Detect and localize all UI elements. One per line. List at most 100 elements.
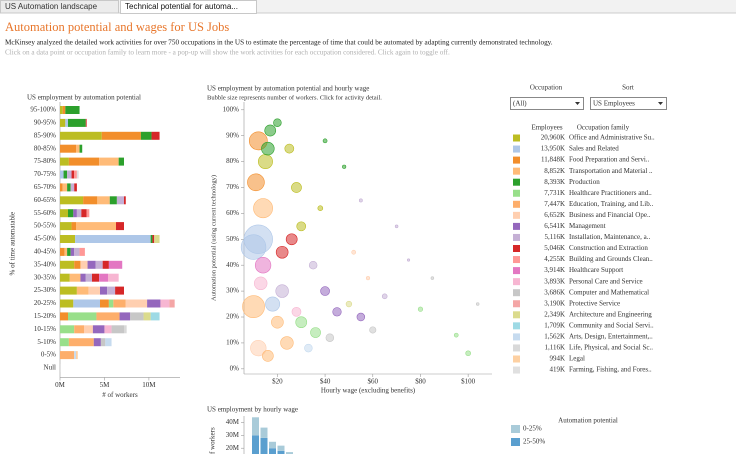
bar-segment bbox=[84, 325, 93, 334]
legend-label: Farming, Fishing, and Fores.. bbox=[569, 366, 652, 374]
bar-segment bbox=[60, 144, 76, 153]
bubble bbox=[417, 306, 424, 312]
select-value[interactable]: US Employees bbox=[593, 100, 635, 108]
bubble bbox=[254, 257, 272, 274]
bar-segment bbox=[60, 364, 61, 372]
x-tick-label: $100 bbox=[461, 378, 476, 386]
bar-segment bbox=[83, 196, 98, 205]
y-axis-label: Automation potential (using current tech… bbox=[210, 175, 217, 301]
chart-title: US employment by automation potential bbox=[27, 94, 141, 102]
legend-swatch bbox=[513, 344, 520, 352]
legend-swatch bbox=[511, 438, 520, 446]
legend-header: Employees bbox=[531, 124, 562, 132]
bar-segment bbox=[60, 299, 74, 308]
legend-title: Automation potential bbox=[558, 417, 618, 425]
y-tick-label: 80% bbox=[226, 157, 239, 165]
dropdown-arrow bbox=[658, 102, 663, 105]
y-tick-label: 40M bbox=[226, 418, 240, 426]
x-axis-label: # of workers bbox=[102, 391, 138, 399]
bubble bbox=[275, 245, 289, 259]
bubble bbox=[369, 326, 377, 334]
bar-segment bbox=[119, 312, 131, 321]
bar-segment bbox=[277, 445, 285, 451]
bar-segment bbox=[152, 235, 155, 243]
legend-employees: 5,046K bbox=[544, 244, 565, 252]
bubble bbox=[406, 258, 411, 262]
bubble bbox=[465, 350, 471, 357]
bar-segment bbox=[60, 170, 64, 179]
bubble bbox=[356, 312, 366, 322]
filter-label: Occupation bbox=[530, 84, 563, 92]
bar-segment bbox=[108, 260, 123, 269]
y-tick-label: 25-30% bbox=[34, 286, 56, 294]
occupation-select[interactable] bbox=[510, 97, 584, 110]
bar-segment bbox=[169, 299, 175, 308]
bar-segment bbox=[69, 273, 81, 282]
tab-active[interactable] bbox=[120, 0, 257, 14]
legend-swatch bbox=[513, 189, 520, 197]
legend-swatch bbox=[513, 366, 520, 374]
select-value[interactable]: (All) bbox=[513, 100, 527, 108]
tab[interactable] bbox=[0, 0, 119, 14]
bar-segment bbox=[125, 299, 148, 308]
y-tick-label: 90% bbox=[226, 131, 239, 139]
legend-label: Management bbox=[569, 222, 606, 230]
y-tick-label: 60% bbox=[226, 209, 239, 217]
legend-label: Protective Service bbox=[569, 299, 620, 307]
bubble bbox=[322, 138, 328, 144]
chart-title: US employment by automation potential an… bbox=[207, 85, 369, 93]
bar-segment bbox=[64, 247, 68, 256]
y-tick-label: 55-60% bbox=[34, 209, 56, 217]
y-tick-label: 20M bbox=[226, 444, 240, 452]
bar-segment bbox=[150, 312, 160, 321]
y-tick-label: 0-5% bbox=[41, 351, 56, 359]
y-tick-label: 50-55% bbox=[34, 222, 56, 230]
legend-employees: 7,731K bbox=[544, 189, 565, 197]
legend-employees: 1,116K bbox=[544, 344, 565, 352]
bar-segment bbox=[76, 209, 82, 218]
bar-segment bbox=[93, 338, 101, 347]
bar-segment bbox=[87, 260, 96, 269]
bar-segment bbox=[60, 351, 75, 360]
sort-select[interactable] bbox=[590, 97, 667, 110]
bar-segment bbox=[70, 183, 75, 192]
bar-segment bbox=[60, 118, 66, 127]
legend-label: 25-50% bbox=[523, 438, 545, 446]
bar-segment bbox=[68, 209, 74, 218]
bar-segment bbox=[74, 247, 80, 256]
bar-segment bbox=[95, 260, 103, 269]
bar-segment bbox=[88, 286, 100, 295]
bar-segment bbox=[74, 170, 77, 179]
bar-segment bbox=[67, 247, 71, 256]
bar-segment bbox=[60, 157, 69, 166]
y-tick-label: 5-10% bbox=[37, 338, 56, 346]
bar-segment bbox=[105, 338, 112, 347]
legend-employees: 13,950K bbox=[541, 145, 565, 153]
legend-employees: 3,686K bbox=[544, 288, 565, 296]
x-tick-label: 5M bbox=[100, 381, 111, 389]
y-tick-label: 40% bbox=[226, 261, 239, 269]
bubble bbox=[291, 307, 302, 317]
bubble bbox=[332, 307, 342, 317]
bar-segment bbox=[60, 131, 102, 140]
bar-segment bbox=[92, 325, 105, 334]
bar-segment bbox=[107, 286, 116, 295]
bar-segment bbox=[76, 222, 116, 231]
bar-segment bbox=[68, 118, 86, 127]
y-tick-label: 15-20% bbox=[34, 312, 56, 320]
bar-segment bbox=[60, 312, 68, 321]
bar-segment bbox=[60, 338, 69, 347]
legend-swatch bbox=[513, 333, 520, 341]
bar-segment bbox=[67, 170, 72, 179]
legend-swatch bbox=[513, 178, 520, 186]
bar-segment bbox=[73, 209, 77, 218]
y-tick-label: 90-95% bbox=[34, 119, 56, 127]
legend-label: Business and Financial Ope.. bbox=[569, 211, 651, 219]
bar-segment bbox=[118, 157, 124, 166]
tab-label[interactable]: Technical potential for automa... bbox=[125, 2, 238, 11]
legend-employees: 11,848K bbox=[541, 156, 565, 164]
bar-segment bbox=[109, 196, 117, 205]
tab-label[interactable]: US Automation landscape bbox=[5, 2, 98, 11]
legend-employees: 20,960K bbox=[541, 134, 565, 142]
bar-segment bbox=[116, 222, 124, 231]
